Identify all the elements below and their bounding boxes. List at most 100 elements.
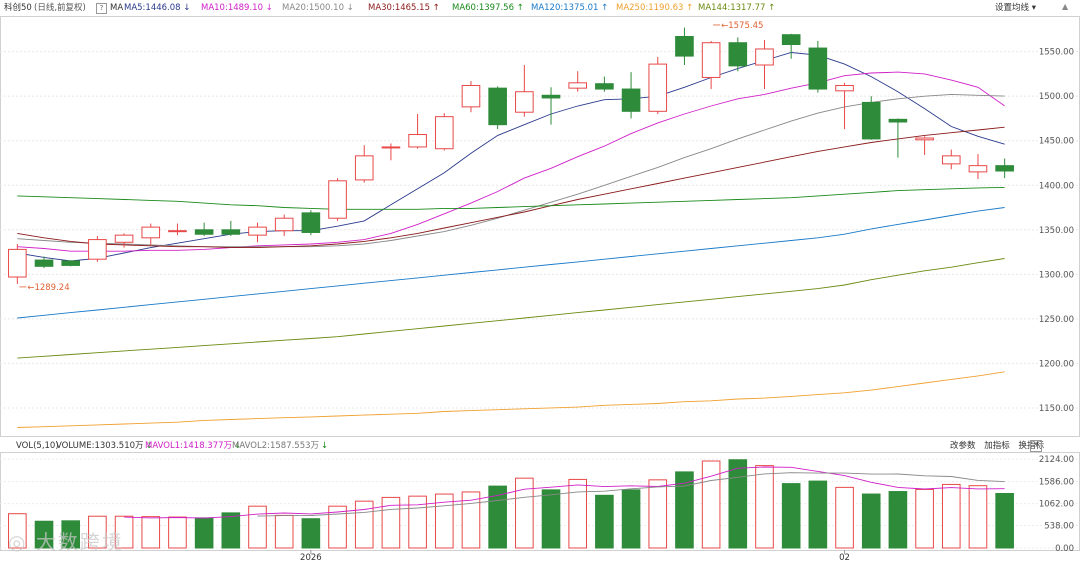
candle-body (34, 259, 54, 267)
candle-body (861, 101, 881, 140)
ma-legend-bar: 科创50 (日线,前复权) ? MA MA5:1446.08 ↓ MA10:148… (0, 0, 1080, 16)
volume-bar (835, 486, 854, 549)
candle-body (995, 165, 1014, 172)
price-tick-label: 1450.00 (1039, 137, 1074, 147)
vol-ma-line-mavol1 (124, 466, 1005, 519)
annotation-label: ←1289.24 (27, 283, 69, 293)
volume-bar (301, 518, 321, 549)
volume-bar (34, 520, 54, 549)
price-tick-label: 1200.00 (1039, 359, 1074, 369)
volume-legend-bar: VOL(5,10) VOLUME:1303.510万 ↓ MAVOL1:1418.… (0, 438, 1080, 454)
candle-body (328, 180, 347, 219)
volume-bar (8, 513, 27, 549)
candle-body (194, 229, 214, 235)
ma-value-2: MA20:1500.10 ↓ (282, 3, 354, 13)
volume-bar (61, 520, 81, 549)
volume-bar (781, 483, 801, 549)
collapse-arrow-icon[interactable]: ▲ (1062, 2, 1069, 11)
volume-bar (808, 480, 828, 549)
mavol1-value: MAVOL1:1418.377万 ↓ (145, 441, 242, 451)
switch-indicator-button[interactable]: 换指标 (1018, 441, 1044, 451)
price-tick-label: 1550.00 (1039, 48, 1074, 58)
candle-body (8, 248, 27, 278)
volume-bar (915, 488, 934, 549)
volume-tick-label: 2124.00 (1039, 455, 1074, 465)
symbol-title: 科创50 (4, 3, 32, 13)
candle-body (701, 42, 721, 78)
volume-bar (701, 460, 721, 549)
ma-value-7: MA144:1317.77 ↑ (698, 3, 776, 13)
ma-value-5: MA120:1375.01 ↑ (531, 3, 609, 13)
candle-body (568, 82, 588, 89)
volume-bar (888, 491, 908, 549)
candle-body (488, 87, 507, 126)
volume-bar (995, 492, 1014, 549)
ma-label: MA (110, 3, 124, 13)
volume-bar (861, 493, 881, 549)
candle-body (354, 155, 374, 181)
candle-body (915, 137, 934, 141)
ma-line-ma30 (17, 126, 1005, 249)
volume-bar (461, 491, 481, 549)
volume-bar (595, 494, 614, 549)
candle-body (728, 42, 748, 67)
candle-body (114, 234, 134, 243)
volume-bar (194, 517, 214, 549)
candle-body (434, 116, 454, 150)
candle-body (381, 146, 401, 149)
volume-bar (141, 516, 161, 549)
vol-ma-line-mavol2 (257, 472, 1005, 517)
price-tick-label: 1250.00 (1039, 315, 1074, 325)
volume-bar (621, 489, 641, 549)
ma-line-ma144 (17, 258, 1005, 359)
candle-body (408, 133, 427, 148)
ma-settings-button[interactable]: 设置均线 ▾ (995, 3, 1036, 13)
candle-body (221, 229, 241, 235)
help-icon[interactable]: ? (96, 3, 107, 14)
x-tick-label: 2026 (300, 553, 322, 562)
candle-body (301, 212, 321, 233)
candle-body (968, 165, 988, 173)
ma-line-ma10 (17, 71, 1005, 252)
candle-body (595, 83, 614, 90)
ma-value-0: MA5:1446.08 ↓ (124, 3, 191, 13)
vol-value: VOLUME:1303.510万 ↓ (56, 441, 153, 451)
ma-value-6: MA250:1190.63 ↑ (616, 3, 694, 13)
candle-body (248, 226, 267, 236)
volume-bar (488, 485, 507, 549)
volume-bar (248, 505, 267, 549)
candle-body (88, 239, 107, 260)
ma-line-ma5 (17, 52, 1005, 262)
volume-bar (648, 479, 668, 549)
change-params-button[interactable]: 改参数 (950, 441, 976, 451)
volume-bar (728, 459, 748, 549)
close-icon[interactable]: ✕ (1030, 440, 1042, 452)
price-tick-label: 1150.00 (1039, 404, 1074, 414)
ma-line-ma60 (17, 186, 1005, 210)
candle-body (168, 230, 187, 233)
price-tick-label: 1400.00 (1039, 181, 1074, 191)
watermark-logo: ◎ 大数跨境 (8, 530, 124, 554)
annotation-label: ←1575.45 (721, 21, 763, 31)
add-indicator-button[interactable]: 加指标 (984, 441, 1010, 451)
ma-value-3: MA30:1465.15 ↑ (368, 3, 440, 13)
ma-line-ma120 (17, 207, 1005, 319)
volume-bar (968, 485, 988, 549)
candle-body (621, 88, 641, 112)
ma-value-4: MA60:1397.56 ↑ (452, 3, 524, 13)
volume-bar (755, 465, 774, 549)
price-tick-label: 1500.00 (1039, 92, 1074, 102)
volume-tools: 改参数 加指标 换指标 (944, 438, 1044, 454)
volume-tick-label: 1586.00 (1039, 478, 1074, 488)
price-tick-label: 1350.00 (1039, 226, 1074, 236)
volume-bar (541, 489, 561, 549)
volume-tick-label: 0.00 (1055, 544, 1074, 554)
ma-line-ma20 (17, 93, 1005, 248)
volume-bar (88, 515, 107, 549)
candle-body (541, 94, 561, 99)
candle-body (61, 260, 81, 266)
candle-body (648, 63, 668, 112)
volume-bar (408, 495, 427, 549)
x-tick-label: 02 (839, 553, 850, 562)
